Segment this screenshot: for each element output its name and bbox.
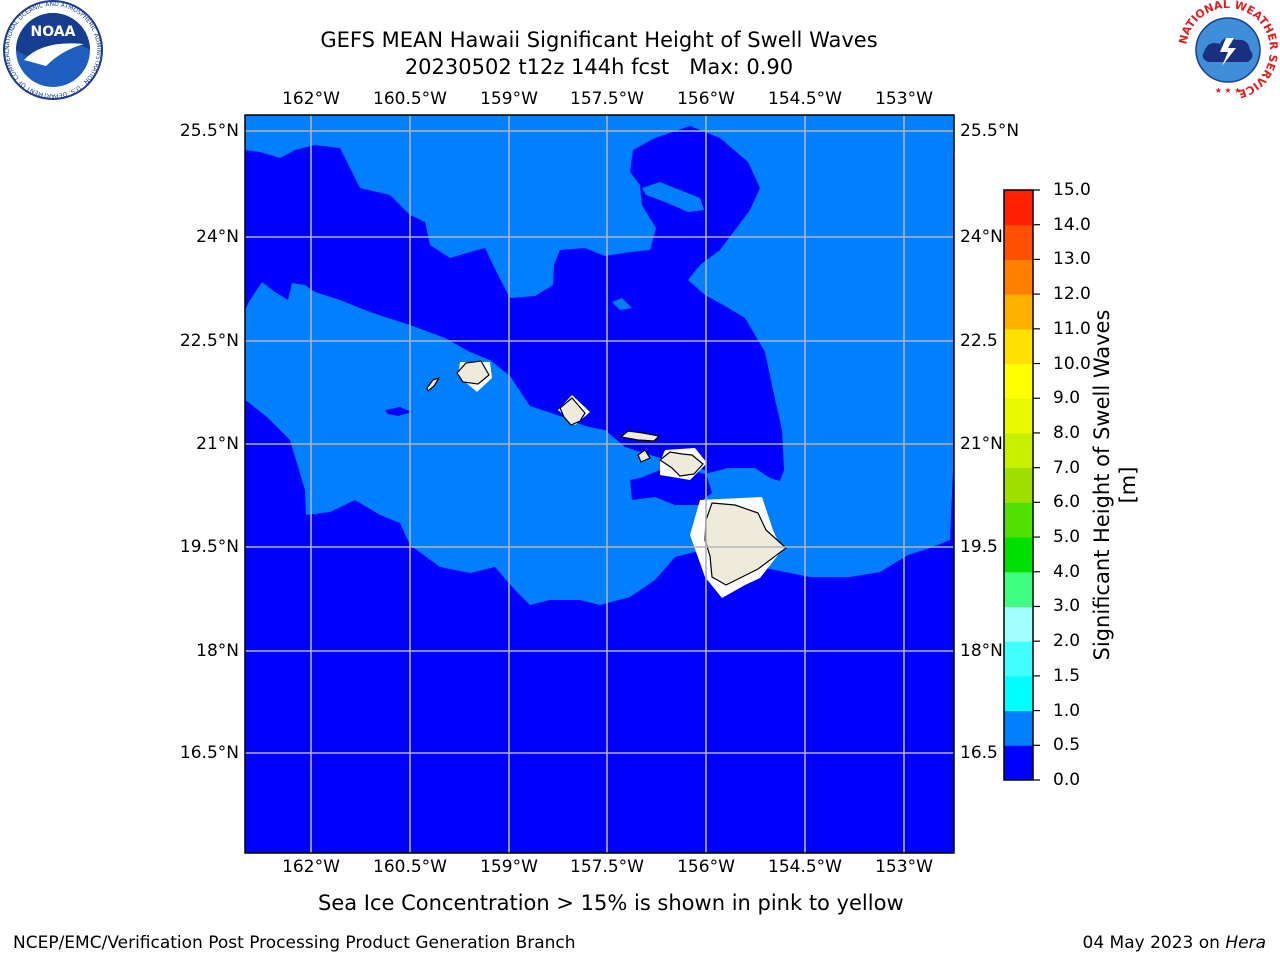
colorbar-tick-label: 10.0 bbox=[1053, 353, 1091, 374]
colorbar-tick-label: 2.0 bbox=[1053, 631, 1081, 652]
colorbar bbox=[1003, 189, 1040, 781]
colorbar-tick-label: 8.0 bbox=[1053, 422, 1081, 443]
colorbar-bin bbox=[1004, 502, 1033, 538]
colorbar-tick-label: 4.0 bbox=[1053, 561, 1081, 582]
lat-tick-right: 18°N bbox=[960, 641, 1003, 661]
colorbar-bin bbox=[1004, 398, 1033, 434]
island-kauai bbox=[456, 360, 490, 385]
lat-tick-right: 19.5 bbox=[960, 537, 998, 557]
colorbar-tick-label: 9.0 bbox=[1053, 388, 1081, 409]
lon-tick-bottom: 157.5°W bbox=[570, 857, 644, 877]
map-title: GEFS MEAN Hawaii Significant Height of S… bbox=[320, 28, 878, 52]
colorbar-tick-label: 3.0 bbox=[1053, 596, 1081, 617]
colorbar-bin bbox=[1004, 259, 1033, 295]
colorbar-bin bbox=[1004, 675, 1033, 712]
ocean-swell-mid-niihau bbox=[612, 298, 632, 310]
lon-tick-top: 160.5°W bbox=[373, 89, 447, 109]
noaa-logo: NATIONAL OCEANIC AND ATMOSPHERIC ADMINIS… bbox=[2, 0, 103, 100]
lat-tick-left: 25.5°N bbox=[179, 121, 239, 141]
colorbar-bin bbox=[1004, 432, 1033, 469]
lat-tick-right: 16.5 bbox=[960, 743, 998, 763]
lat-tick-left: 24°N bbox=[196, 227, 239, 247]
colorbar-tick-label: 5.0 bbox=[1053, 527, 1081, 548]
island-maui bbox=[658, 451, 704, 477]
island-lanai bbox=[637, 449, 651, 463]
colorbar-bin bbox=[1004, 606, 1033, 642]
lat-tick-right: 24°N bbox=[960, 227, 1003, 247]
colorbar-bin bbox=[1004, 363, 1033, 399]
island-niihau bbox=[426, 376, 441, 393]
svg-text:★ ★ ★: ★ ★ ★ bbox=[1215, 86, 1242, 95]
national-weather-service-logo: NATIONAL WEATHER SERVICE ★ ★ ★ bbox=[1176, 0, 1280, 100]
colorbar-tick-label: 14.0 bbox=[1053, 214, 1091, 235]
lon-tick-top: 156°W bbox=[677, 89, 735, 109]
footer-machine: Hera bbox=[1225, 933, 1266, 953]
colorbar-bin bbox=[1004, 710, 1033, 746]
lat-tick-left: 22.5°N bbox=[179, 331, 239, 351]
map-panel bbox=[244, 114, 955, 854]
colorbar-bin bbox=[1004, 224, 1033, 260]
colorbar-tick-label: 1.0 bbox=[1053, 700, 1081, 721]
colorbar-bin bbox=[1004, 294, 1033, 330]
colorbar-tick-label: 15.0 bbox=[1053, 180, 1091, 200]
lat-tick-left: 16.5°N bbox=[179, 743, 239, 763]
colorbar-tick-label: 7.0 bbox=[1053, 457, 1081, 478]
lon-tick-bottom: 154.5°W bbox=[768, 857, 842, 877]
lat-tick-left: 18°N bbox=[196, 641, 239, 661]
island-hawaii bbox=[704, 502, 787, 586]
lon-tick-bottom: 160.5°W bbox=[373, 857, 447, 877]
footer-date-text: 04 May 2023 on bbox=[1082, 933, 1226, 953]
lat-tick-right: 22.5 bbox=[960, 331, 998, 351]
ocean-swell-mid-patch bbox=[642, 182, 704, 212]
colorbar-tick-label: 13.0 bbox=[1053, 249, 1091, 270]
colorbar-tick-label: 0.5 bbox=[1053, 735, 1081, 756]
map-frame bbox=[244, 114, 955, 854]
colorbar-bin bbox=[1004, 641, 1033, 677]
ocean-swell-low-north bbox=[245, 126, 784, 505]
lon-tick-top: 159°W bbox=[480, 89, 538, 109]
lon-tick-bottom: 159°W bbox=[480, 857, 538, 877]
colorbar-bin bbox=[1004, 745, 1033, 781]
graticule bbox=[245, 115, 954, 853]
island-oahu bbox=[559, 397, 586, 426]
ocean-swell-low-patch bbox=[385, 407, 412, 416]
lat-tick-right: 25.5°N bbox=[960, 121, 1020, 141]
lon-tick-bottom: 156°W bbox=[677, 857, 735, 877]
lon-tick-top: 154.5°W bbox=[768, 89, 842, 109]
lon-tick-bottom: 162°W bbox=[282, 857, 340, 877]
colorbar-tick-label: 11.0 bbox=[1053, 318, 1091, 339]
colorbar-bin bbox=[1004, 328, 1033, 365]
colorbar-bin bbox=[1004, 537, 1033, 573]
lon-tick-bottom: 153°W bbox=[875, 857, 933, 877]
footer-date: 04 May 2023 on Hera bbox=[1083, 932, 1267, 954]
sea-ice-note: Sea Ice Concentration > 15% is shown in … bbox=[318, 891, 904, 915]
colorbar-label: Significant Height of Swell Waves [m] bbox=[1090, 309, 1140, 661]
colorbar-tick-label: 0.0 bbox=[1053, 770, 1081, 790]
lat-tick-right: 21°N bbox=[960, 434, 1003, 454]
colorbar-bin bbox=[1004, 467, 1033, 503]
lon-tick-top: 157.5°W bbox=[570, 89, 644, 109]
colorbar-frame bbox=[1003, 189, 1034, 781]
noaa-logo-text: NOAA bbox=[31, 24, 76, 40]
footer-credit: NCEP/EMC/Verification Post Processing Pr… bbox=[13, 933, 576, 953]
lon-tick-top: 162°W bbox=[282, 89, 340, 109]
colorbar-tick-label: 1.5 bbox=[1053, 665, 1081, 686]
lat-tick-left: 21°N bbox=[196, 434, 239, 454]
map-subtitle: 20230502 t12z 144h fcst Max: 0.90 bbox=[404, 55, 794, 79]
hawaiian-islands bbox=[426, 360, 787, 586]
colorbar-bin bbox=[1004, 190, 1033, 226]
colorbar-tick-label: 12.0 bbox=[1053, 284, 1091, 305]
island-molokai bbox=[619, 430, 661, 442]
colorbar-bin bbox=[1004, 571, 1033, 607]
land-mask bbox=[458, 362, 782, 598]
lon-tick-top: 153°W bbox=[875, 89, 933, 109]
lat-tick-left: 19.5°N bbox=[179, 537, 239, 557]
colorbar-tick-label: 6.0 bbox=[1053, 492, 1081, 513]
